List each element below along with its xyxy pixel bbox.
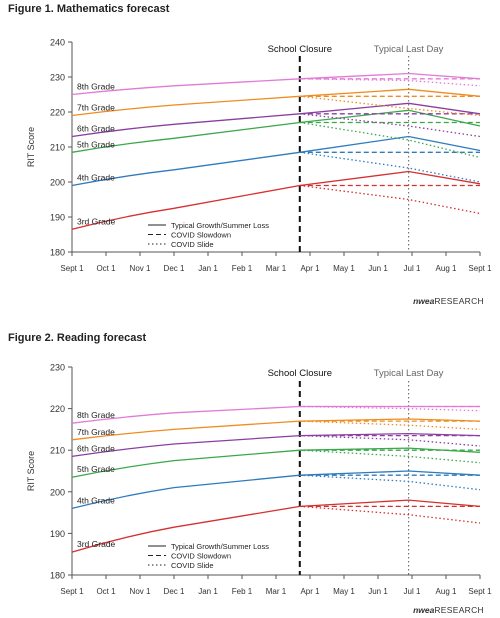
5th-grade-slide-line bbox=[299, 449, 481, 464]
x-tick-label: Jul 1 bbox=[404, 264, 421, 273]
legend-label: Typical Growth/Summer Loss bbox=[171, 221, 269, 230]
3rd-grade-label: 3rd Grade bbox=[77, 539, 116, 549]
logo-mark-2: nwea bbox=[413, 605, 435, 615]
x-tick-label: Jun 1 bbox=[368, 264, 388, 273]
4th-grade-label: 4th Grade bbox=[77, 495, 115, 505]
y-tick-label: 240 bbox=[50, 38, 65, 48]
y-tick-label: 230 bbox=[50, 363, 65, 373]
5th-grade-label: 5th Grade bbox=[77, 464, 115, 474]
3rd-grade-typical-line bbox=[71, 170, 481, 230]
y-tick-label: 190 bbox=[50, 529, 65, 539]
x-tick-label: Feb 1 bbox=[232, 264, 253, 273]
6th-grade-label: 6th Grade bbox=[77, 443, 115, 453]
legend-label: COVID Slide bbox=[171, 240, 214, 249]
chart-2-title: Figure 2. Reading forecast bbox=[8, 332, 147, 344]
logo-mark: nwea bbox=[413, 296, 435, 306]
6th-grade-typical-line bbox=[71, 102, 481, 138]
x-tick-label: Jan 1 bbox=[198, 587, 218, 596]
x-tick-label: May 1 bbox=[333, 264, 355, 273]
x-tick-label: Aug 1 bbox=[436, 264, 457, 273]
y-axis-label: RIT Score bbox=[26, 451, 36, 491]
typical-last-day-label: Typical Last Day bbox=[374, 44, 444, 55]
7th-grade-slide-line bbox=[299, 95, 481, 117]
4th-grade-typical-line bbox=[71, 135, 481, 187]
x-tick-label: Jul 1 bbox=[404, 587, 421, 596]
x-tick-label: Mar 1 bbox=[266, 264, 287, 273]
3rd-grade-label: 3rd Grade bbox=[77, 216, 116, 226]
8th-grade-label: 8th Grade bbox=[77, 410, 115, 420]
7th-grade-slide-line bbox=[299, 420, 481, 431]
legend-label: COVID Slide bbox=[171, 561, 214, 570]
3rd-grade-typical-line bbox=[71, 499, 481, 553]
8th-grade-label: 8th Grade bbox=[77, 82, 115, 92]
7th-grade-label: 7th Grade bbox=[77, 103, 115, 113]
x-tick-label: Jun 1 bbox=[368, 587, 388, 596]
5th-grade-typical-line bbox=[71, 109, 481, 153]
x-tick-label: Feb 1 bbox=[232, 587, 253, 596]
y-tick-label: 200 bbox=[50, 178, 65, 188]
5th-grade-slide-line bbox=[299, 121, 481, 159]
x-tick-label: Apr 1 bbox=[300, 587, 320, 596]
x-tick-label: Sept 1 bbox=[60, 264, 84, 273]
8th-grade-typical-line bbox=[71, 405, 480, 424]
school-closure-label: School Closure bbox=[268, 368, 332, 379]
legend-label: Typical Growth/Summer Loss bbox=[171, 542, 269, 551]
x-tick-label: Sept 1 bbox=[468, 264, 492, 273]
y-tick-label: 210 bbox=[50, 446, 65, 456]
8th-grade-slide-line bbox=[299, 405, 481, 412]
chart-1-title: Figure 1. Mathematics forecast bbox=[8, 3, 170, 15]
4th-grade-label: 4th Grade bbox=[77, 173, 115, 183]
logo-text-2: RESEARCH bbox=[434, 605, 484, 615]
8th-grade-slide-line bbox=[299, 78, 481, 87]
y-tick-label: 180 bbox=[50, 571, 65, 581]
school-closure-label: School Closure bbox=[268, 44, 332, 55]
y-tick-label: 190 bbox=[50, 213, 65, 223]
x-tick-label: Dec 1 bbox=[164, 264, 185, 273]
6th-grade-slide-line bbox=[299, 434, 481, 447]
logo-text: RESEARCH bbox=[434, 296, 484, 306]
y-axis-label: RIT Score bbox=[26, 127, 36, 167]
6th-grade-label: 6th Grade bbox=[77, 124, 115, 134]
math-forecast-chart: 180 190 200 210 220 230 240 RIT Score Sept 1 Oct … bbox=[26, 38, 492, 274]
5th-grade-typical-line bbox=[71, 447, 481, 478]
x-tick-label: Apr 1 bbox=[300, 264, 320, 273]
x-tick-label: Dec 1 bbox=[164, 587, 185, 596]
nwea-research-logo: nweaRESEARCH bbox=[413, 296, 484, 306]
x-tick-label: Jan 1 bbox=[198, 264, 218, 273]
x-tick-label: Oct 1 bbox=[96, 264, 116, 273]
5th-grade-label: 5th Grade bbox=[77, 139, 115, 149]
4th-grade-slide-line bbox=[299, 474, 481, 491]
x-tick-label: Oct 1 bbox=[96, 587, 116, 596]
x-tick-label: May 1 bbox=[333, 587, 355, 596]
6th-grade-slide-line bbox=[299, 113, 481, 138]
legend-label: COVID Slowdown bbox=[171, 231, 231, 240]
7th-grade-typical-line bbox=[71, 418, 481, 441]
x-tick-label: Nov 1 bbox=[130, 264, 151, 273]
y-tick-label: 220 bbox=[50, 108, 65, 118]
3rd-grade-slide-line bbox=[299, 505, 481, 524]
4th-grade-typical-line bbox=[71, 470, 481, 510]
y-tick-label: 200 bbox=[50, 487, 65, 497]
x-tick-label: Sept 1 bbox=[60, 587, 84, 596]
x-tick-label: Mar 1 bbox=[266, 587, 287, 596]
legend-label: COVID Slowdown bbox=[171, 552, 231, 561]
3rd-grade-slide-line bbox=[299, 184, 481, 215]
8th-grade-typical-line bbox=[71, 72, 481, 96]
reading-forecast-chart: 180 190 200 210 220 230 RIT Score Sept 1 Oct 1 No… bbox=[26, 363, 492, 597]
y-tick-label: 230 bbox=[50, 73, 65, 83]
x-tick-label: Aug 1 bbox=[436, 587, 457, 596]
7th-grade-typical-line bbox=[71, 88, 481, 117]
nwea-research-logo-2: nweaRESEARCH bbox=[413, 605, 484, 615]
x-tick-label: Sept 1 bbox=[468, 587, 492, 596]
y-tick-label: 180 bbox=[50, 248, 65, 258]
6th-grade-typical-line bbox=[71, 432, 481, 458]
x-tick-label: Nov 1 bbox=[130, 587, 151, 596]
4th-grade-slide-line bbox=[299, 151, 481, 183]
typical-last-day-label: Typical Last Day bbox=[374, 368, 444, 379]
7th-grade-label: 7th Grade bbox=[77, 427, 115, 437]
y-tick-label: 220 bbox=[50, 404, 65, 414]
y-tick-label: 210 bbox=[50, 143, 65, 153]
